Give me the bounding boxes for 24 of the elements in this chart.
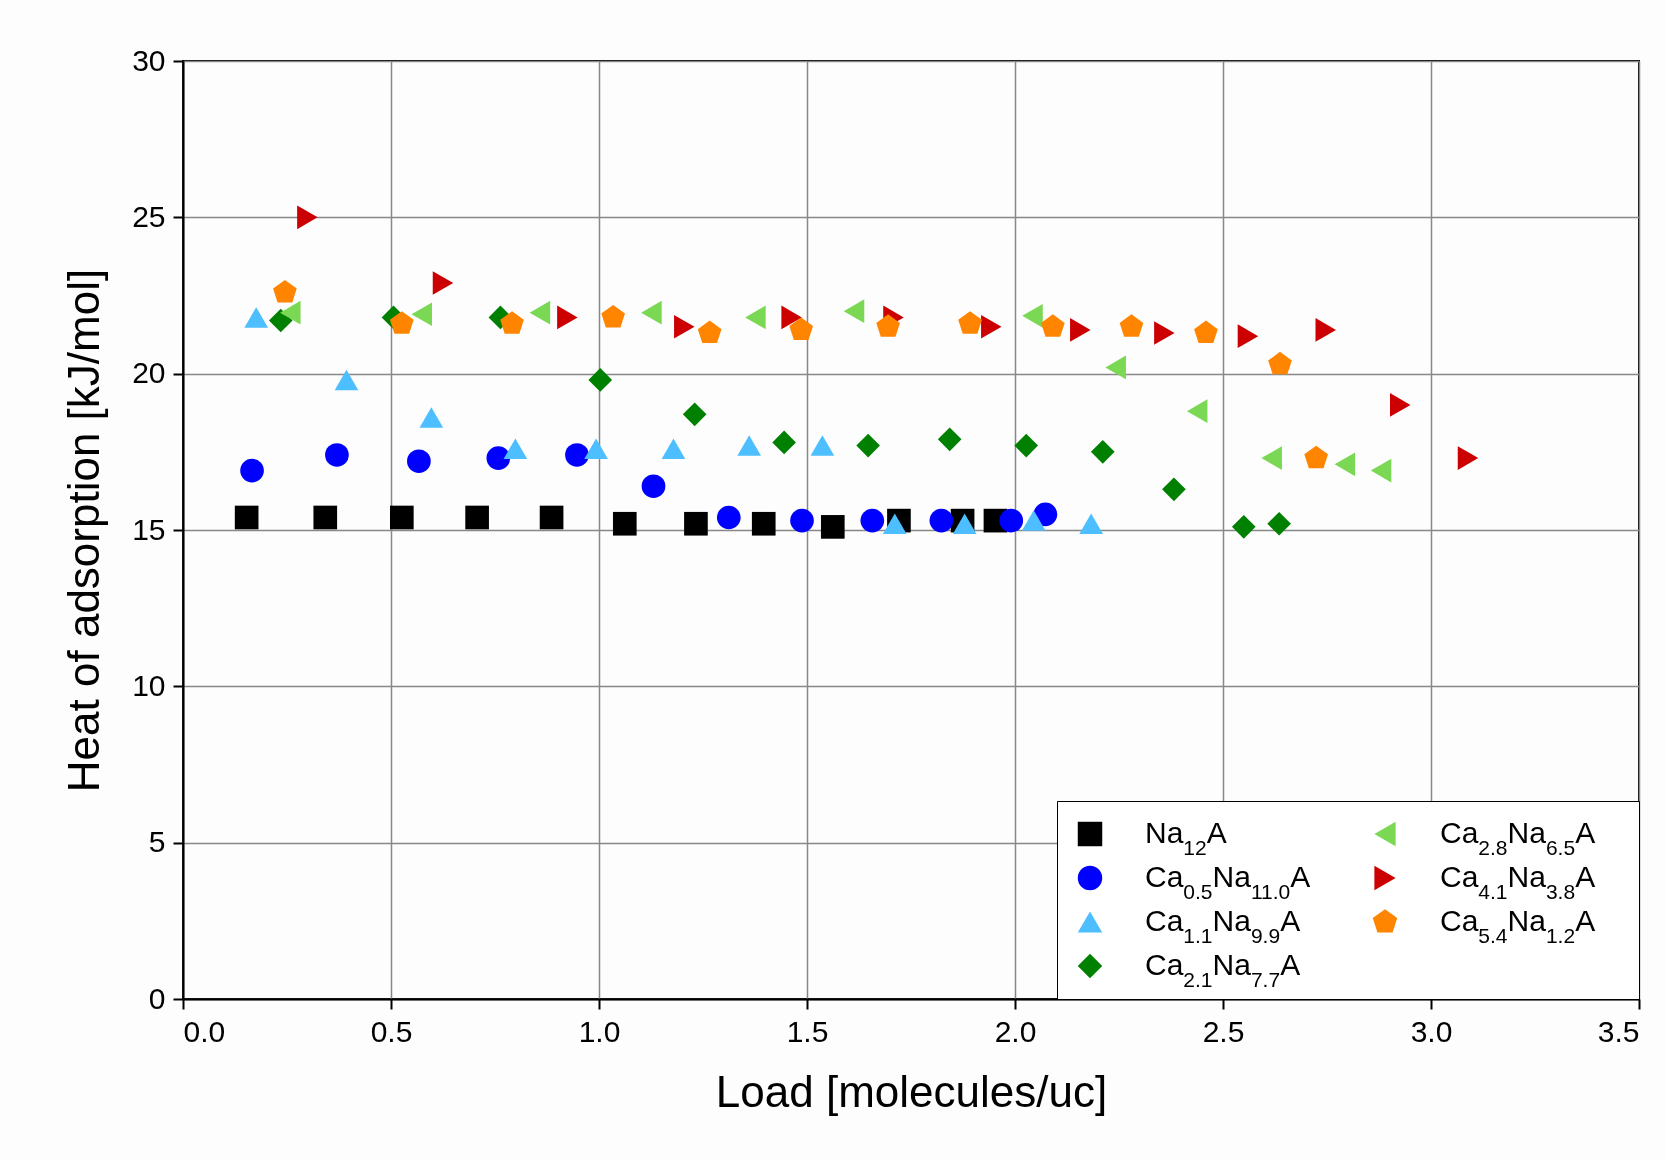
- y-tick-label: 25: [132, 199, 166, 233]
- y-tick-label: 0: [148, 981, 166, 1015]
- legend-label: Ca$_{2.8}$Na$_{6.5}$A: [1440, 816, 1596, 859]
- y-tick-label: 20: [132, 356, 166, 390]
- x-tick-label: 0.5: [370, 1014, 413, 1048]
- legend-label: Ca$_{4.1}$Na$_{3.8}$A: [1440, 860, 1596, 903]
- legend-label: Ca$_{2.1}$Na$_{7.7}$A: [1145, 948, 1301, 991]
- x-tick-label: 1.5: [786, 1014, 829, 1048]
- y-tick-label: 10: [132, 668, 166, 702]
- text: 0.0: [183, 1014, 226, 1048]
- legend-label: Na$_{12}$A: [1145, 816, 1227, 859]
- legend-label: Ca$_{5.4}$Na$_{1.2}$A: [1440, 904, 1596, 947]
- legend-label: Ca$_{1.1}$Na$_{9.9}$A: [1145, 904, 1301, 947]
- text: 3.0: [1410, 1014, 1453, 1048]
- y-tick-label: 15: [132, 512, 166, 546]
- text: 1.0: [578, 1014, 621, 1048]
- y-axis-title: Heat of adsorption [kJ/mol]: [59, 268, 109, 793]
- text: 2.0: [994, 1014, 1037, 1048]
- x-axis-title: Load [molecules/uc]: [715, 1066, 1108, 1116]
- y-tick-label: 30: [132, 43, 166, 77]
- x-tick-label: 2.5: [1202, 1014, 1245, 1048]
- legend-label: Ca$_{0.5}$Na$_{11.0}$A: [1145, 860, 1311, 903]
- x-tick-label: 3.5: [1597, 1014, 1640, 1048]
- y-tick-label: 5: [148, 825, 166, 859]
